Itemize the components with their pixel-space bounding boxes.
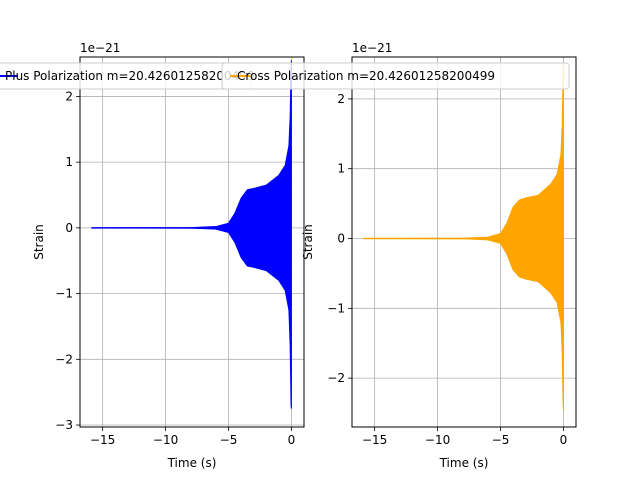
y-tick-label: −3 xyxy=(55,418,73,432)
y-tick-label: −2 xyxy=(55,352,73,366)
y-tick-label: −1 xyxy=(55,287,73,301)
y-tick-label: 1 xyxy=(337,162,345,176)
y-tick-label: 0 xyxy=(65,221,73,235)
legend-box xyxy=(221,62,570,90)
legend-label: Plus Polarization m=20.42601258200499 xyxy=(5,69,255,83)
x-axis-label: Time (s) xyxy=(167,456,217,470)
y-offset-label: 1e−21 xyxy=(352,41,392,55)
x-tick-label: 0 xyxy=(560,433,568,447)
x-tick-label: −5 xyxy=(492,433,510,447)
y-axis: −2 −1 0 1 2 xyxy=(327,92,352,385)
plot-frame xyxy=(351,56,577,428)
x-axis: −15 −10 −5 0 xyxy=(90,427,295,447)
x-tick-label: −10 xyxy=(425,433,450,447)
legend-label: Cross Polarization m=20.42601258200499 xyxy=(237,69,495,83)
y-axis: −3 −2 −1 0 1 2 xyxy=(55,89,80,432)
y-tick-label: −1 xyxy=(327,301,345,315)
x-axis-label: Time (s) xyxy=(439,456,489,470)
series-group xyxy=(91,60,292,409)
y-axis-label: Strain xyxy=(301,224,315,260)
plot-frame xyxy=(79,56,305,428)
y-tick-label: −2 xyxy=(327,371,345,385)
series-waveform xyxy=(363,63,564,410)
x-tick-label: −10 xyxy=(153,433,178,447)
y-tick-label: 0 xyxy=(337,232,345,246)
legend-cross: Cross Polarization m=20.42601258200499 xyxy=(221,62,570,90)
x-tick-label: 0 xyxy=(288,433,296,447)
x-tick-label: −5 xyxy=(220,433,238,447)
series-waveform xyxy=(91,60,292,409)
legend-plus: Plus Polarization m=20.42601258200499 xyxy=(0,62,255,90)
y-offset-label: 1e−21 xyxy=(80,41,120,55)
x-tick-label: −15 xyxy=(90,433,115,447)
y-tick-label: 2 xyxy=(65,89,73,103)
y-tick-label: 1 xyxy=(65,155,73,169)
x-tick-label: −15 xyxy=(362,433,387,447)
y-tick-label: 2 xyxy=(337,92,345,106)
x-axis: −15 −10 −5 0 xyxy=(362,427,567,447)
y-axis-label: Strain xyxy=(32,224,46,260)
series-group xyxy=(363,63,564,410)
